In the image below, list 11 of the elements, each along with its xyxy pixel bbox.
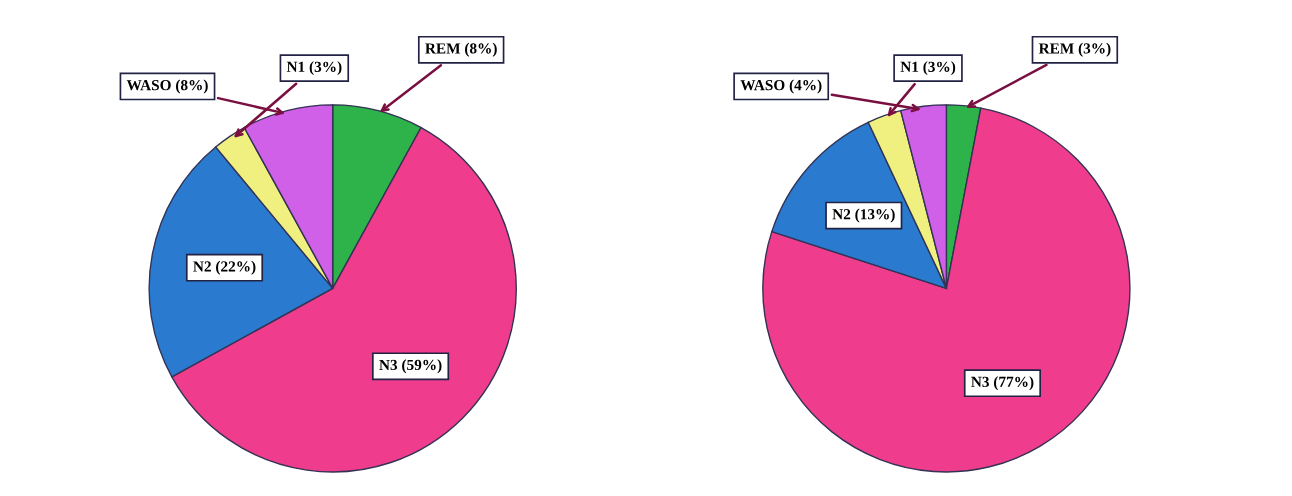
slice-label: N3 (59%) [379,359,442,374]
slice-label: WASO (4%) [740,79,822,94]
slice-label: N1 (3%) [286,61,342,76]
pie-slice [762,107,1131,473]
slice-label: REM (8%) [425,42,497,57]
slice-label: REM (3%) [1038,42,1111,57]
slice-label: N2 (13%) [832,208,895,223]
slice-label: WASO (8%) [126,79,208,94]
slice-label: N1 (3%) [900,61,956,76]
slice-label: N2 (22%) [193,260,256,275]
slice-label: N3 (77%) [971,376,1034,391]
